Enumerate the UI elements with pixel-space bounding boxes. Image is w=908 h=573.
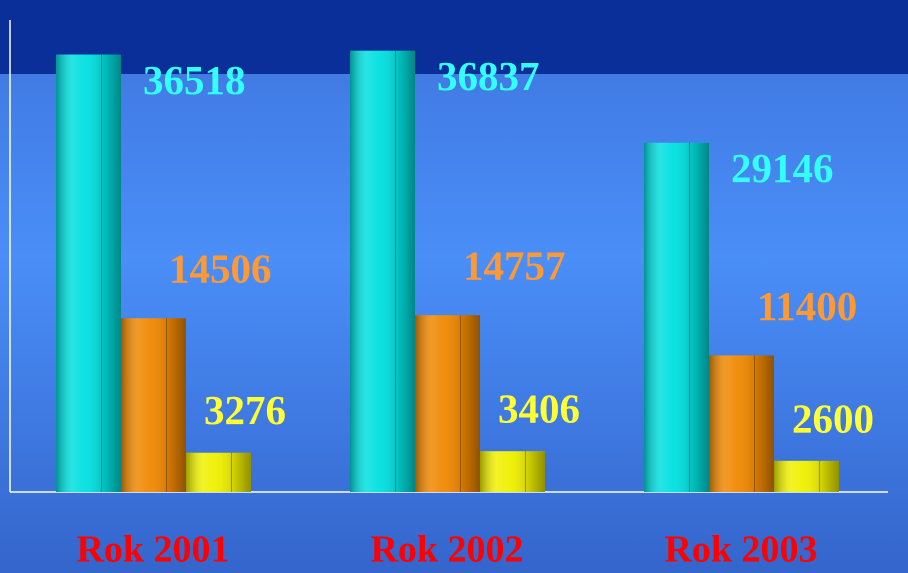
x-tick-label: Rok 2002 — [370, 529, 523, 571]
bar-shade — [350, 50, 415, 493]
header-band — [0, 0, 908, 74]
value-label: 11400 — [757, 283, 857, 329]
x-tick-label: Rok 2003 — [664, 529, 817, 571]
value-label: 36837 — [437, 53, 540, 99]
bar-shade — [644, 142, 709, 493]
bar-shade — [480, 451, 545, 492]
bar-shade — [186, 452, 251, 492]
bar-shade — [56, 54, 121, 492]
value-label: 14757 — [463, 243, 566, 289]
value-label: 3406 — [498, 386, 580, 432]
value-label: 14506 — [169, 246, 272, 292]
bar-shade — [709, 355, 774, 492]
x-tick-label: Rok 2001 — [76, 529, 229, 571]
bar-shade — [121, 318, 186, 492]
value-label: 29146 — [731, 145, 834, 191]
bar-shade — [415, 315, 480, 492]
value-label: 3276 — [204, 387, 286, 433]
value-label: 36518 — [143, 57, 246, 103]
value-label: 2600 — [792, 395, 874, 441]
bar-shade — [774, 460, 839, 492]
